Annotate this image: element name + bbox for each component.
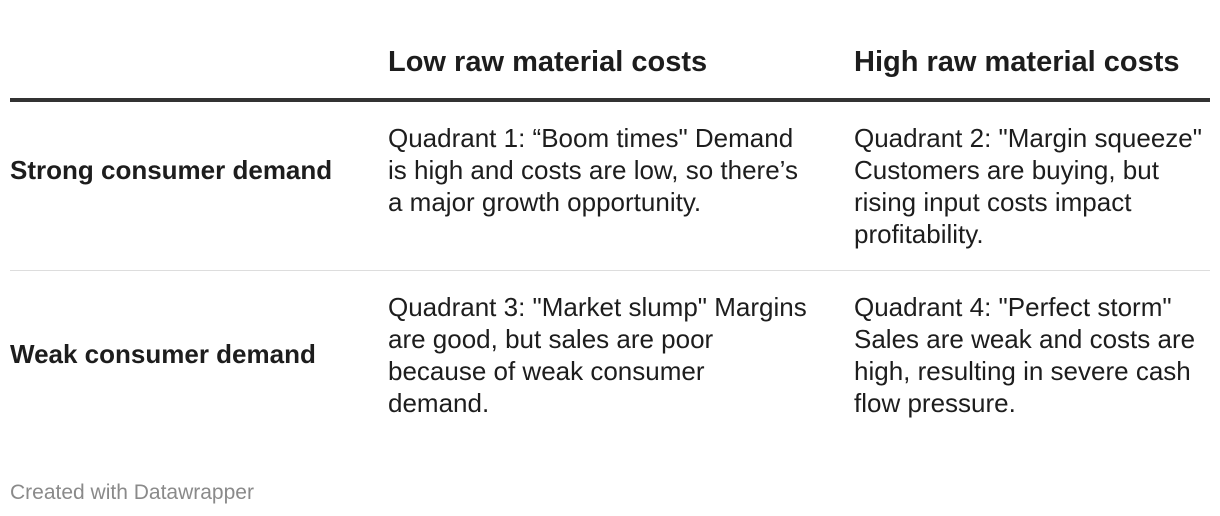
- row-header-strong-demand: Strong consumer demand: [10, 155, 333, 185]
- column-header-high-costs: High raw material costs: [854, 46, 1180, 78]
- cell-quadrant-1: Quadrant 1: “Boom times" Demand is high …: [388, 123, 798, 217]
- datawrapper-credit: Created with Datawrapper: [10, 481, 254, 504]
- cell-quadrant-4: Quadrant 4: "Perfect storm" Sales are we…: [854, 292, 1196, 418]
- cell-quadrant-3: Quadrant 3: "Market slump" Margins are g…: [388, 292, 807, 418]
- table-header-row: Low raw material costs High raw material…: [10, 0, 1210, 102]
- row-header-weak-demand: Weak consumer demand: [10, 339, 316, 369]
- cell-quadrant-2: Quadrant 2: "Margin squeeze" Customers a…: [854, 123, 1202, 249]
- column-header-low-costs: Low raw material costs: [388, 46, 708, 78]
- table-row: Weak consumer demand Quadrant 3: "Market…: [10, 271, 1210, 439]
- table-row: Strong consumer demand Quadrant 1: “Boom…: [10, 102, 1210, 271]
- quadrant-table: Low raw material costs High raw material…: [10, 0, 1210, 439]
